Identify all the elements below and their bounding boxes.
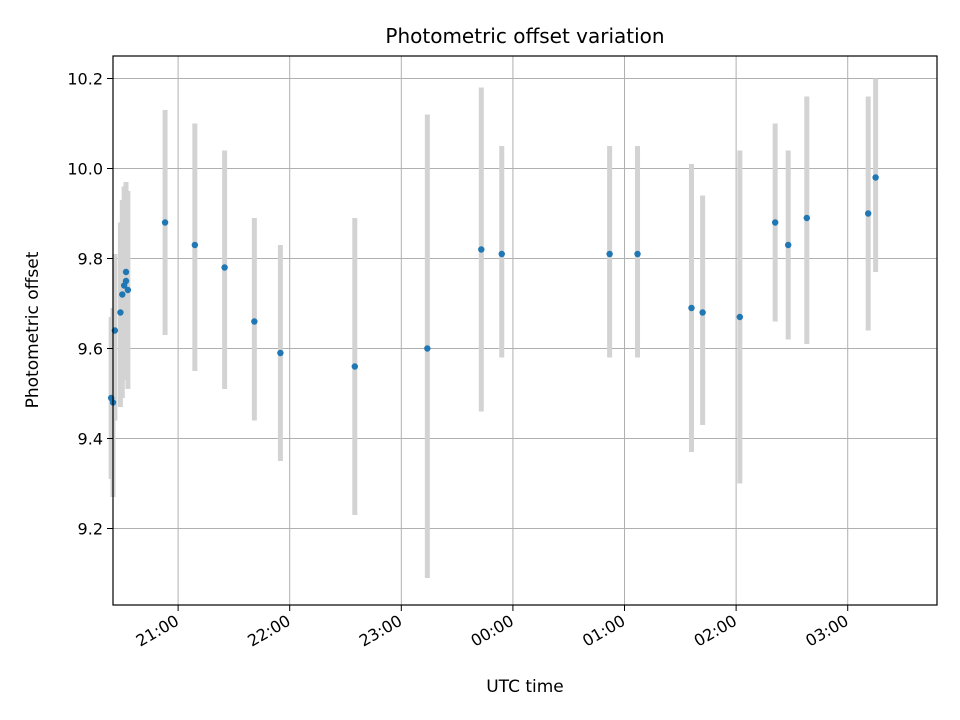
data-point [864,210,872,217]
data-point [277,349,284,357]
error-bars [108,78,879,578]
y-axis-title: Photometric offset [23,251,43,408]
data-point [498,250,505,258]
x-axis-title: UTC time [486,677,564,697]
x-tick-label: 03:00 [802,611,851,651]
y-tick-label: 9.8 [78,250,103,269]
data-point [771,219,779,226]
y-tick-label: 9.6 [78,340,103,359]
data-point [124,286,132,294]
data-point [478,246,485,253]
data-point [117,309,124,316]
data-point [688,304,695,312]
grid [113,56,937,605]
y-tick-label: 10.2 [67,70,103,89]
data-point [784,241,792,249]
x-tick-label: 22:00 [244,611,293,651]
data-point [634,250,641,258]
data-point [191,241,199,249]
data-point [119,291,126,298]
data-point [872,174,879,181]
chart-title: Photometric offset variation [385,24,664,48]
x-tick-label: 02:00 [691,611,740,651]
ticks: 9.2 9.4 9.6 9.8 10.0 10.2 21:00 22:00 23:00 00:00… [67,70,851,651]
data-point [351,363,359,370]
data-point [251,318,258,325]
data-point [803,214,810,222]
data-point [424,345,431,352]
data-point [736,313,744,321]
x-tick-label: 21:00 [133,611,182,651]
x-tick-label: 01:00 [579,611,628,651]
data-point [161,219,169,226]
y-tick-label: 9.4 [78,430,103,449]
data-point [699,309,706,316]
data-point [221,264,228,271]
axes [112,55,938,606]
data-point [122,268,130,276]
plot-frame [112,55,938,606]
y-tick-label: 10.0 [67,160,103,179]
data-point [122,277,130,285]
data-point [606,250,613,258]
x-tick-label: 23:00 [356,611,405,651]
x-tick-label: 00:00 [467,611,516,651]
y-tick-label: 9.2 [78,520,103,539]
